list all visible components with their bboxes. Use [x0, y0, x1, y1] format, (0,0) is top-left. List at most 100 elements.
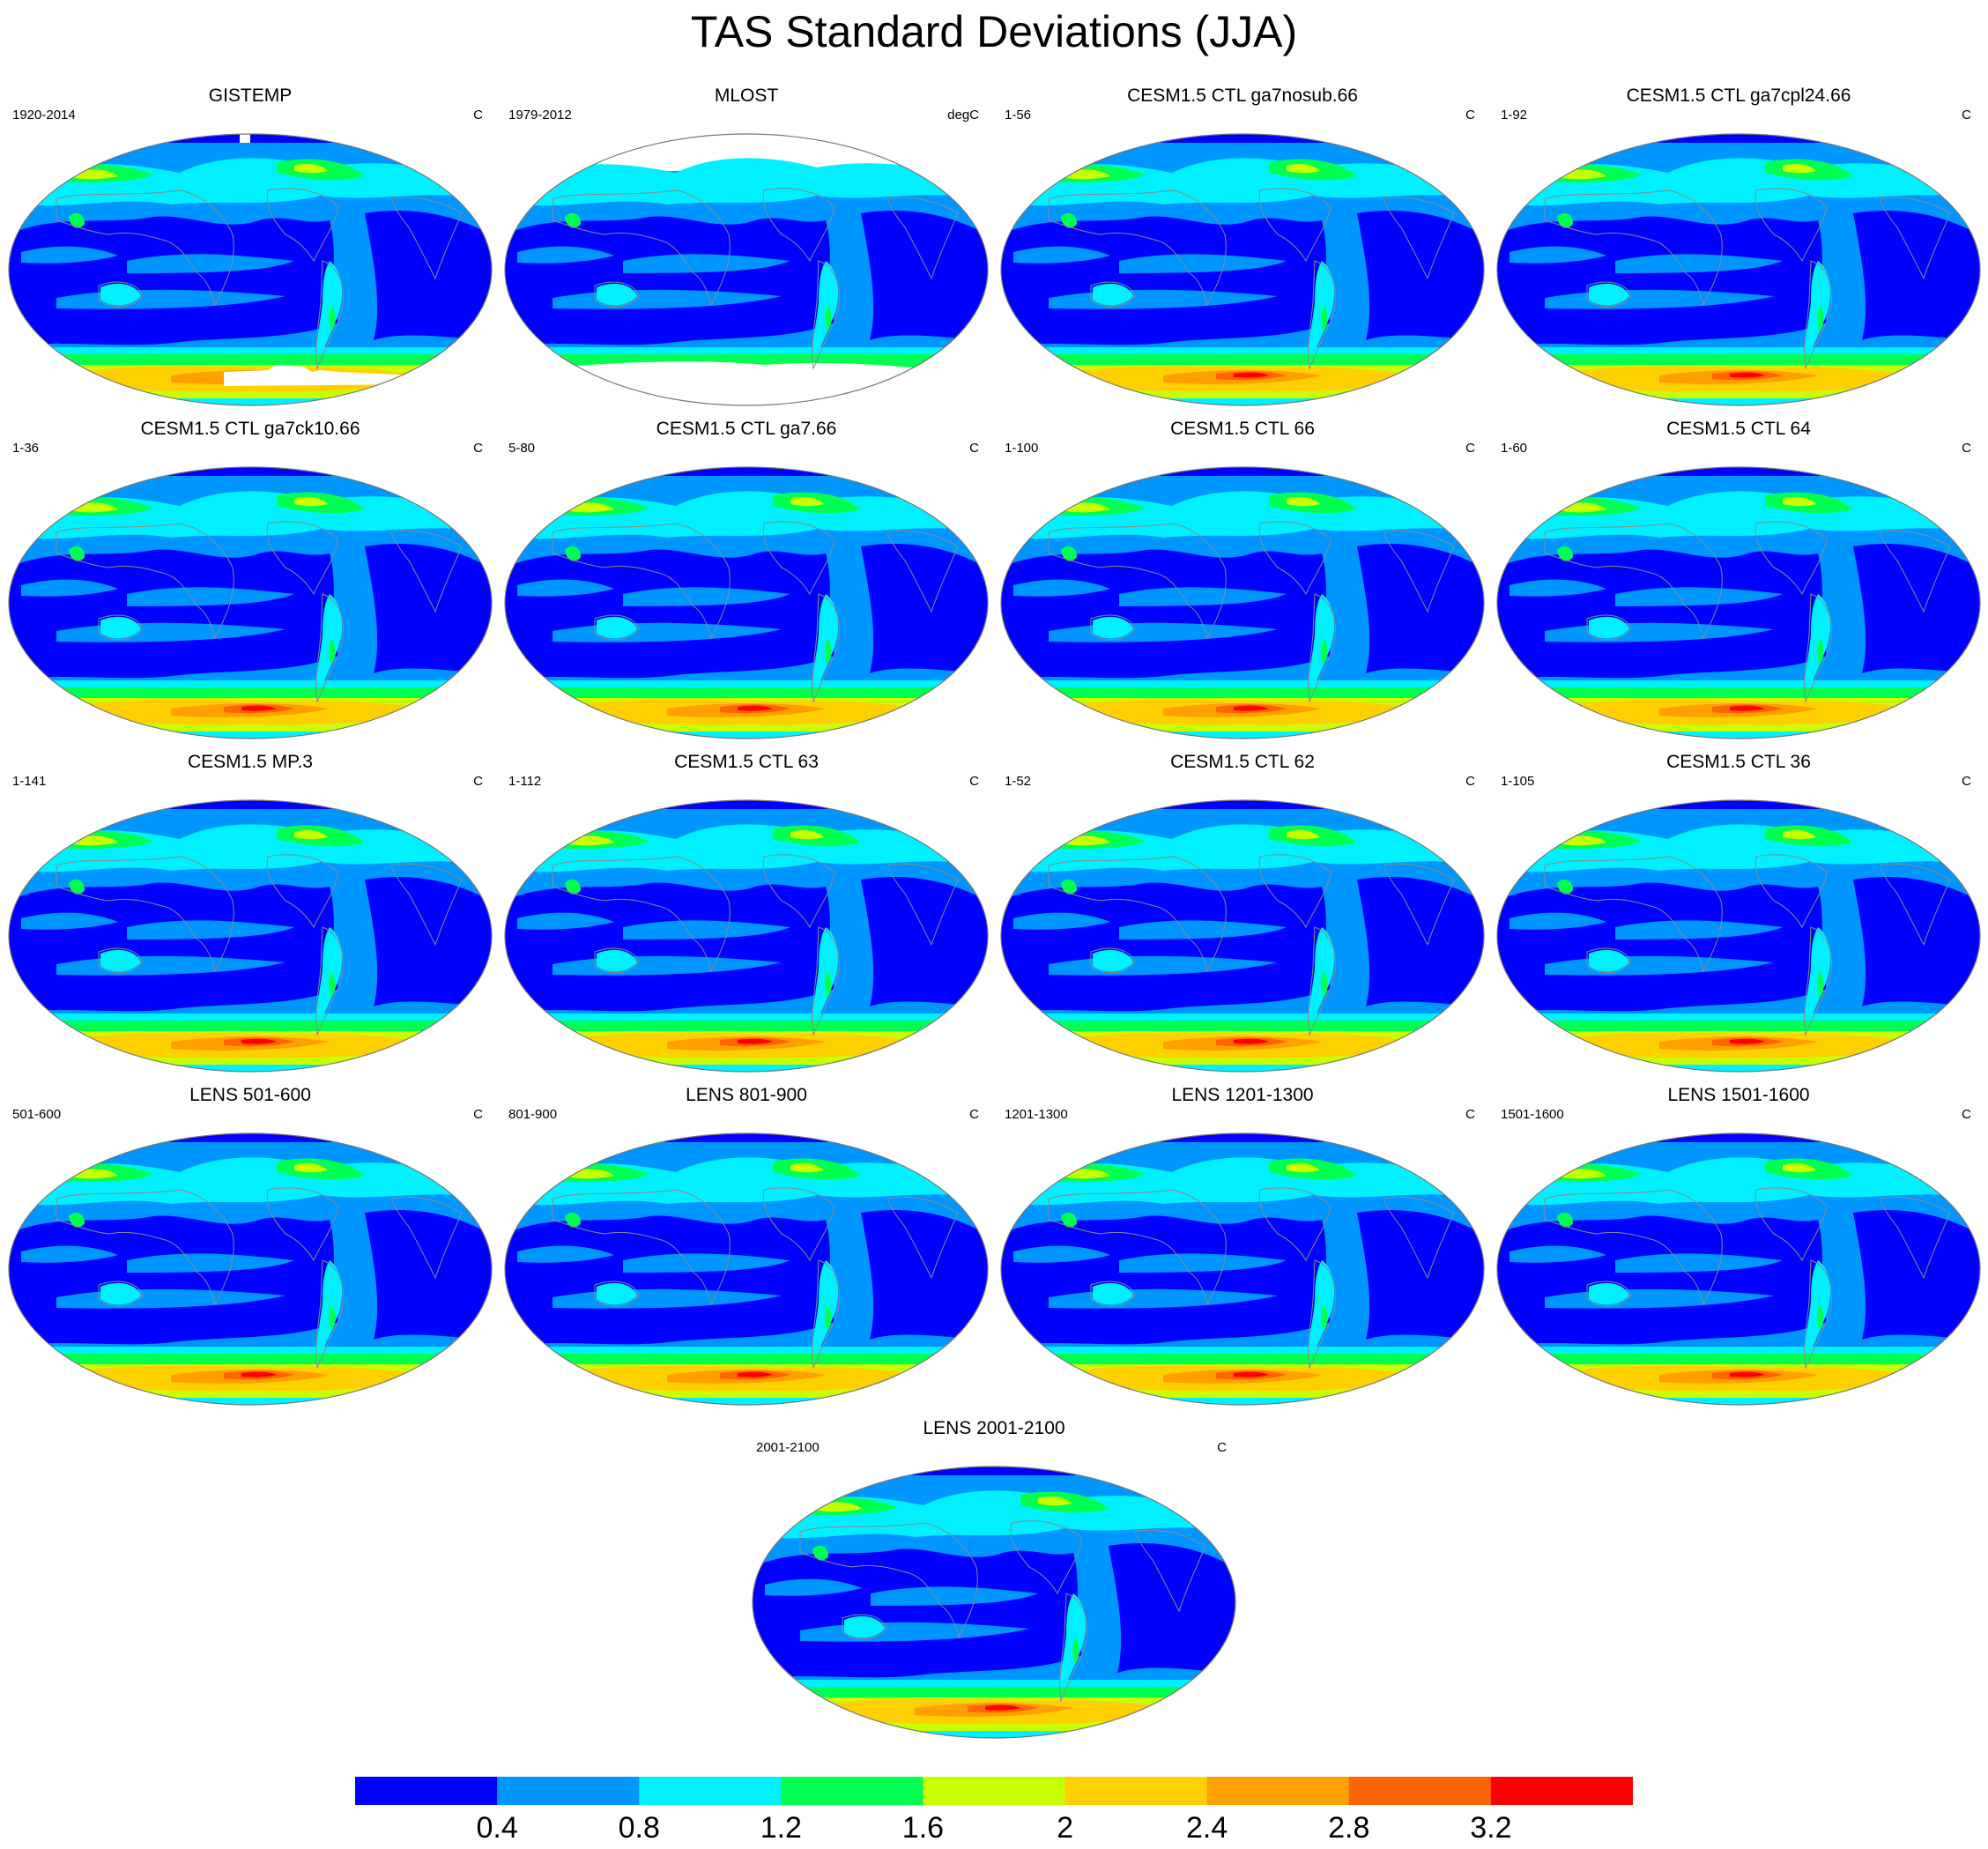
colorbar-tick-label: 3.2: [1470, 1811, 1512, 1845]
panel-title: GISTEMP: [208, 85, 293, 106]
world-map: [8, 1132, 493, 1406]
panel-units: C: [1962, 108, 1971, 123]
panel-units: C: [1962, 1107, 1971, 1122]
panel-title: MLOST: [714, 85, 779, 106]
panel-units: C: [969, 441, 979, 456]
panel-units: C: [1962, 774, 1971, 789]
colorbar-tick-label: 2: [1057, 1811, 1074, 1845]
panel-period: 1-92: [1501, 108, 1528, 123]
panel-title: LENS 1201-1300: [1171, 1085, 1314, 1105]
map-panel: CESM1.5 MP.3 1-141 C: [4, 751, 497, 1077]
map-panel: LENS 1201-1300 1201-1300 C: [996, 1084, 1489, 1410]
world-map: [504, 133, 989, 406]
world-map: [504, 1132, 989, 1406]
map-panel: CESM1.5 CTL ga7.66 5-80 C: [500, 418, 993, 744]
panel-title: CESM1.5 CTL ga7.66: [656, 419, 837, 439]
world-map: [1496, 799, 1981, 1073]
world-map: [8, 799, 493, 1073]
panel-period: 501-600: [12, 1107, 62, 1122]
world-map: [1496, 133, 1981, 406]
map-panel: CESM1.5 CTL ga7ck10.66 1-36 C: [4, 418, 497, 744]
panel-period: 1-56: [1005, 108, 1032, 123]
colorbar-labels: 0.4 0.8 1.2 1.6 2 2.4 2.8 3.2: [0, 1810, 1988, 1849]
colorbar-tick-label: 2.4: [1186, 1811, 1228, 1845]
world-map: [504, 799, 989, 1073]
panel-units: C: [1465, 108, 1475, 123]
colorbar-swatch: [781, 1777, 924, 1805]
panel-title: CESM1.5 CTL ga7ck10.66: [140, 419, 360, 439]
panel-period: 2001-2100: [756, 1440, 820, 1455]
panel-period: 1-36: [12, 441, 40, 456]
panel-units: C: [1465, 1107, 1475, 1122]
panel-units: degC: [947, 108, 979, 123]
map-panel: LENS 801-900 801-900 C: [500, 1084, 993, 1410]
panel-period: 1-52: [1005, 774, 1032, 789]
panel-period: 1-105: [1501, 774, 1535, 789]
colorbar-tick-label: 1.2: [760, 1811, 802, 1845]
world-map: [1000, 133, 1485, 406]
world-map: [1000, 466, 1485, 739]
colorbar-tick-label: 0.8: [618, 1811, 660, 1845]
panel-title: CESM1.5 CTL ga7cpl24.66: [1626, 85, 1851, 106]
map-panel: LENS 2001-2100 2001-2100 C: [747, 1417, 1241, 1743]
map-panel: GISTEMP 1920-2014 C: [4, 85, 497, 411]
world-map: [8, 133, 493, 406]
panel-period: 1-100: [1005, 441, 1039, 456]
panel-title: LENS 501-600: [189, 1085, 311, 1105]
map-panel: CESM1.5 CTL 63 1-112 C: [500, 751, 993, 1077]
panel-period: 1501-1600: [1501, 1107, 1564, 1122]
colorbar-tick-label: 1.6: [901, 1811, 945, 1845]
panel-units: C: [473, 774, 483, 789]
figure-title: TAS Standard Deviations (JJA): [690, 7, 1298, 56]
panel-units: C: [473, 1107, 483, 1122]
panel-units: C: [969, 774, 979, 789]
panel-period: 1979-2012: [508, 108, 572, 123]
panel-title: CESM1.5 CTL 62: [1170, 752, 1315, 772]
map-panel: CESM1.5 CTL 36 1-105 C: [1492, 751, 1985, 1077]
world-map: [1000, 799, 1485, 1073]
panel-units: C: [1962, 441, 1971, 456]
panel-title: LENS 1501-1600: [1667, 1085, 1810, 1105]
panel-title: CESM1.5 CTL ga7nosub.66: [1127, 85, 1358, 106]
panel-period: 5-80: [508, 441, 536, 456]
panel-units: C: [1217, 1440, 1227, 1455]
colorbar: [355, 1777, 1633, 1805]
world-map: [752, 1466, 1236, 1739]
colorbar-tick-label: 0.4: [476, 1811, 518, 1845]
map-panel: LENS 1501-1600 1501-1600 C: [1492, 1084, 1985, 1410]
map-panel: CESM1.5 CTL 64 1-60 C: [1492, 418, 1985, 744]
panel-title: LENS 801-900: [686, 1085, 807, 1105]
world-map: [1496, 1132, 1981, 1406]
panel-units: C: [1465, 774, 1475, 789]
world-map: [1000, 1132, 1485, 1406]
panel-period: 1201-1300: [1005, 1107, 1068, 1122]
colorbar-swatch: [1064, 1777, 1208, 1805]
map-panel: CESM1.5 CTL 62 1-52 C: [996, 751, 1489, 1077]
panel-title: CESM1.5 CTL 66: [1170, 419, 1315, 439]
map-panel: CESM1.5 CTL 66 1-100 C: [996, 418, 1489, 744]
colorbar-swatch: [639, 1777, 782, 1805]
colorbar-swatch: [1206, 1777, 1350, 1805]
colorbar-tick-label: 2.8: [1328, 1811, 1370, 1845]
map-panel: CESM1.5 CTL ga7nosub.66 1-56 C: [996, 85, 1489, 411]
map-panel: CESM1.5 CTL ga7cpl24.66 1-92 C: [1492, 85, 1985, 411]
world-map: [8, 466, 493, 739]
panel-period: 1-112: [508, 774, 542, 789]
panel-units: C: [1465, 441, 1475, 456]
panel-period: 1-141: [12, 774, 47, 789]
panel-title: LENS 2001-2100: [923, 1418, 1065, 1438]
colorbar-swatch: [1490, 1777, 1633, 1805]
panel-title: CESM1.5 CTL 64: [1666, 419, 1811, 439]
panel-units: C: [473, 108, 483, 123]
panel-title: CESM1.5 MP.3: [187, 752, 313, 772]
colorbar-swatch: [1348, 1777, 1492, 1805]
world-map: [1496, 466, 1981, 739]
map-panel: MLOST 1979-2012 degC: [500, 85, 993, 411]
panel-period: 1920-2014: [12, 108, 76, 123]
panel-period: 1-60: [1501, 441, 1528, 456]
colorbar-swatch: [497, 1777, 640, 1805]
panel-title: CESM1.5 CTL 63: [674, 752, 819, 772]
colorbar-swatch: [923, 1777, 1066, 1805]
map-panel: LENS 501-600 501-600 C: [4, 1084, 497, 1410]
world-map: [504, 466, 989, 739]
